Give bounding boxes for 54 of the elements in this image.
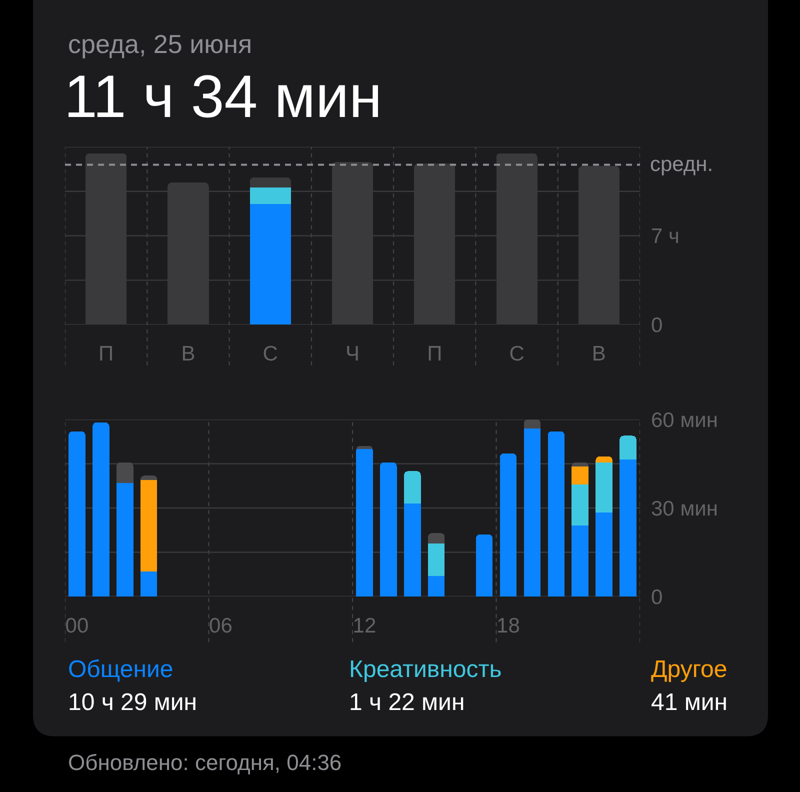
text: Креативность bbox=[349, 656, 502, 683]
bar bbox=[476, 534, 493, 596]
x-tick-label: В bbox=[181, 342, 196, 366]
ref-line-label: средн. bbox=[650, 153, 714, 176]
bar bbox=[428, 543, 445, 576]
bar bbox=[620, 459, 636, 596]
x-tick-label: С bbox=[262, 342, 278, 366]
chart-subtitle: 11 ч 34 мин bbox=[64, 63, 382, 130]
text: Общение bbox=[68, 656, 174, 683]
bar bbox=[572, 484, 588, 526]
text: Другое bbox=[651, 656, 728, 683]
y-tick-label: 7 ч bbox=[651, 225, 680, 248]
x-tick-label: П bbox=[98, 342, 114, 366]
x-tick-label: 00 bbox=[65, 614, 89, 638]
chart-title: среда, 25 июня bbox=[68, 29, 252, 59]
y-tick-label: 60 мин bbox=[651, 408, 718, 432]
bar bbox=[404, 471, 421, 504]
x-tick-label: 18 bbox=[496, 614, 520, 638]
bar bbox=[620, 436, 636, 460]
bar bbox=[596, 512, 612, 596]
bar bbox=[404, 504, 421, 596]
bar bbox=[92, 422, 110, 596]
x-tick-label: В bbox=[592, 342, 606, 366]
x-tick-label: 06 bbox=[209, 614, 232, 638]
bar bbox=[380, 462, 397, 596]
bar bbox=[572, 466, 588, 484]
bar bbox=[250, 177, 291, 188]
bar bbox=[116, 462, 134, 483]
x-tick-label: П bbox=[427, 342, 442, 366]
x-tick-label: Ч bbox=[346, 342, 360, 366]
bar bbox=[524, 428, 541, 596]
bar bbox=[572, 526, 588, 596]
bar bbox=[428, 533, 445, 544]
bar bbox=[500, 453, 517, 596]
bar bbox=[68, 431, 86, 596]
bar bbox=[140, 480, 158, 572]
bar bbox=[116, 482, 134, 596]
x-tick-label: 12 bbox=[352, 614, 376, 638]
text: 1 ч 22 мин bbox=[349, 689, 465, 716]
y-tick-label: 0 bbox=[651, 586, 663, 609]
x-tick-label: С bbox=[509, 342, 524, 366]
text: 41 мин bbox=[651, 689, 728, 716]
bar bbox=[524, 419, 541, 428]
bar bbox=[356, 448, 373, 596]
bar bbox=[250, 188, 291, 204]
bar bbox=[140, 571, 158, 596]
bar bbox=[250, 204, 291, 325]
text: Обновлено: сегодня, 04:36 bbox=[68, 750, 342, 775]
bar bbox=[548, 431, 565, 596]
bar bbox=[428, 576, 445, 596]
y-tick-label: 30 мин bbox=[651, 497, 718, 520]
y-tick-label: 0 bbox=[651, 314, 663, 337]
bar bbox=[596, 462, 612, 512]
text: 10 ч 29 мин bbox=[68, 689, 198, 716]
